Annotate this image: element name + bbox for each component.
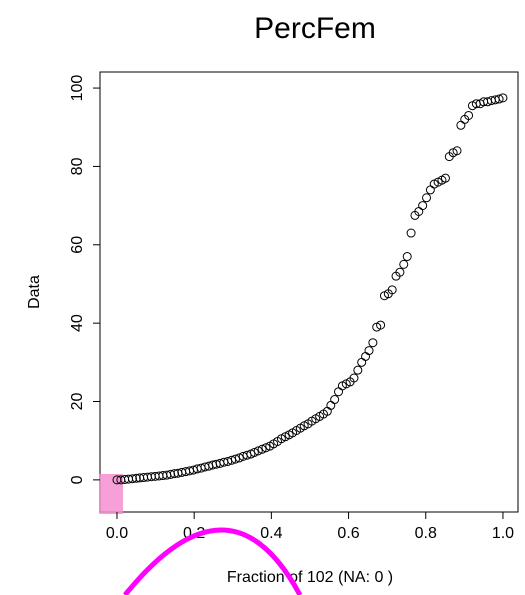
point: [387, 285, 397, 295]
point: [440, 173, 450, 183]
point: [361, 351, 371, 361]
point: [127, 474, 137, 484]
point: [131, 473, 141, 483]
x-axis-label: Fraction of 102 (NA: 0 ): [227, 569, 393, 586]
y-tick-label: 100: [69, 75, 86, 102]
highlight-box: [99, 474, 123, 514]
point: [230, 454, 240, 464]
x-tick-label: 0.6: [337, 525, 359, 542]
point: [456, 120, 466, 130]
point: [330, 395, 340, 405]
point: [406, 228, 416, 238]
point: [364, 346, 374, 356]
y-tick-label: 40: [69, 314, 86, 332]
point: [357, 357, 367, 367]
y-axis-label: Data: [26, 275, 43, 309]
x-tick-label: 1.0: [492, 525, 514, 542]
point: [452, 146, 462, 156]
point: [326, 400, 336, 410]
point: [249, 447, 259, 457]
y-tick-label: 80: [69, 157, 86, 175]
point: [353, 365, 363, 375]
annotation-arc: [123, 527, 303, 595]
point: [368, 338, 378, 348]
point: [253, 446, 263, 456]
point: [234, 453, 244, 463]
y-tick-label: 60: [69, 236, 86, 254]
point: [425, 185, 435, 195]
point: [334, 387, 344, 397]
point: [257, 444, 267, 454]
point: [395, 267, 405, 277]
x-tick-label: 0.0: [106, 525, 128, 542]
point: [166, 469, 176, 479]
point: [464, 110, 474, 120]
point: [498, 93, 508, 103]
x-tick-label: 0.4: [260, 525, 282, 542]
point: [402, 252, 412, 262]
point: [418, 201, 428, 211]
point: [494, 94, 504, 104]
point: [261, 443, 271, 453]
point: [376, 320, 386, 330]
chart-title: PercFem: [254, 12, 376, 45]
y-tick-label: 0: [69, 475, 86, 484]
point: [422, 193, 432, 203]
point: [399, 259, 409, 269]
plot-frame: [99, 71, 519, 513]
point: [169, 469, 179, 479]
y-tick-label: 20: [69, 393, 86, 411]
x-tick-label: 0.8: [415, 525, 437, 542]
point: [349, 373, 359, 383]
